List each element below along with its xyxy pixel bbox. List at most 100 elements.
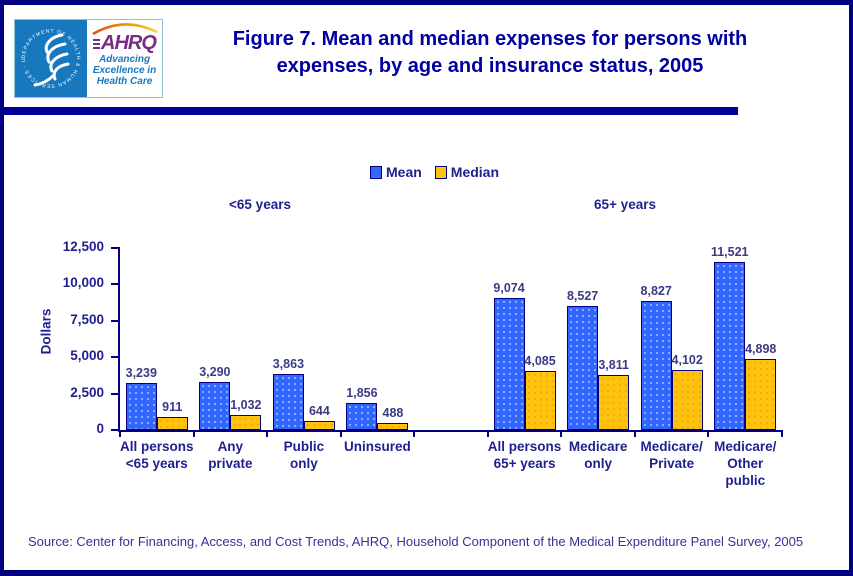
value-label-median-4: 4,085 xyxy=(524,354,556,368)
value-label-mean-4: 9,074 xyxy=(493,281,525,295)
x-category-label-7: public xyxy=(725,473,766,488)
bar-median-3 xyxy=(377,423,409,430)
y-tick-mark xyxy=(111,429,120,431)
value-label-mean-3: 1,856 xyxy=(346,386,378,400)
y-tick-label: 5,000 xyxy=(70,348,104,364)
value-label-mean-2: 3,863 xyxy=(272,357,305,371)
header-divider xyxy=(4,107,738,115)
legend-median-label: Median xyxy=(450,164,500,180)
figure-title: Figure 7. Mean and median expenses for p… xyxy=(160,26,820,80)
ahrq-speedlines-icon xyxy=(93,39,101,49)
value-label-mean-0: 3,239 xyxy=(125,366,157,380)
legend-median-swatch-icon xyxy=(434,165,447,179)
x-tick-mark xyxy=(339,430,342,437)
bar-median-1 xyxy=(230,415,262,430)
ahrq-logotype: AHRQ Advancing Excellence in Health Care xyxy=(87,20,162,97)
x-category-label-5: Medicare xyxy=(568,439,628,454)
bar-mean-4 xyxy=(493,298,525,430)
tagline-line: Excellence in xyxy=(92,65,157,76)
bar-median-5 xyxy=(598,375,630,430)
value-label-mean-5: 8,527 xyxy=(566,289,599,303)
bar-mean-0 xyxy=(125,383,157,430)
y-tick-mark xyxy=(111,356,120,359)
x-category-label-0: <65 years xyxy=(125,456,188,471)
value-label-median-6: 4,102 xyxy=(671,353,703,367)
bar-median-2 xyxy=(303,421,335,430)
y-tick-label: 12,500 xyxy=(62,239,104,254)
x-category-label-6: Private xyxy=(649,456,695,471)
x-category-label-0: All persons xyxy=(120,439,194,454)
x-category-label-5: only xyxy=(584,456,612,471)
x-tick-mark xyxy=(413,430,416,437)
bar-mean-2 xyxy=(272,374,304,430)
tagline-line: Health Care xyxy=(96,76,153,87)
x-tick-mark xyxy=(781,430,783,437)
group-label-65-plus: 65+ years xyxy=(594,197,656,212)
x-tick-mark xyxy=(192,430,195,437)
source-note: Source: Center for Financing, Access, an… xyxy=(28,534,804,549)
y-tick-mark xyxy=(111,392,120,395)
y-tick-label: 0 xyxy=(96,421,104,436)
x-tick-mark xyxy=(560,430,563,437)
tagline-line: Advancing xyxy=(98,54,151,65)
value-label-median-0: 911 xyxy=(162,400,183,414)
value-label-median-7: 4,898 xyxy=(745,342,777,356)
value-label-median-2: 644 xyxy=(308,404,330,418)
legend-mean-swatch-icon xyxy=(370,165,382,179)
ahrq-logo: DEPARTMENT OF HEALTH & HUMAN SERVICES · … xyxy=(13,16,163,98)
bar-mean-6 xyxy=(640,301,672,430)
legend-item-median: Median xyxy=(434,164,500,180)
x-tick-mark xyxy=(633,430,636,437)
value-label-mean-7: 11,521 xyxy=(710,245,749,259)
x-category-label-1: Any xyxy=(217,439,244,454)
y-tick-label: 7,500 xyxy=(70,311,104,327)
value-label-median-3: 488 xyxy=(382,406,404,420)
ahrq-acronym-text: AHRQ xyxy=(101,32,157,54)
x-tick-mark xyxy=(486,430,489,437)
x-category-label-4: All persons xyxy=(487,439,562,454)
x-category-label-4: 65+ years xyxy=(493,456,556,471)
y-tick-label: 2,500 xyxy=(70,384,104,400)
group-label-under-65: <65 years xyxy=(229,197,291,212)
ahrq-tagline: Advancing Excellence in Health Care xyxy=(87,54,162,87)
x-tick-mark xyxy=(266,430,269,437)
x-category-label-7: Medicare/ xyxy=(714,439,777,454)
y-tick-mark xyxy=(111,283,120,286)
x-tick-mark xyxy=(119,430,121,437)
value-label-mean-6: 8,827 xyxy=(640,284,672,298)
y-axis-line xyxy=(118,248,120,432)
bar-median-6 xyxy=(671,370,703,430)
bar-median-0 xyxy=(156,417,188,430)
bar-median-4 xyxy=(524,371,556,430)
hhs-seal: DEPARTMENT OF HEALTH & HUMAN SERVICES · … xyxy=(13,16,87,97)
y-tick-mark xyxy=(111,319,120,322)
x-category-label-2: only xyxy=(289,456,318,471)
bar-mean-3 xyxy=(346,403,378,430)
figure-title-line-1: Figure 7. Mean and median expenses for p… xyxy=(232,28,748,50)
bar-mean-7 xyxy=(714,262,746,430)
bar-mean-1 xyxy=(199,382,231,430)
ahrq-arc-icon xyxy=(91,23,158,35)
legend-item-mean: Mean xyxy=(370,164,422,180)
y-tick-mark xyxy=(111,247,120,249)
bar-median-7 xyxy=(745,359,777,430)
y-tick-label: 10,000 xyxy=(62,275,104,291)
x-tick-mark xyxy=(707,430,710,437)
figure-title-line-2: expenses, by age and insurance status, 2… xyxy=(276,55,704,77)
ahrq-acronym: AHRQ xyxy=(87,33,162,53)
x-category-label-6: Medicare/ xyxy=(640,439,703,454)
x-category-label-2: Public xyxy=(283,439,325,454)
x-category-label-3: Uninsured xyxy=(344,439,411,454)
value-label-median-5: 3,811 xyxy=(598,358,629,372)
hhs-eagle-icon: DEPARTMENT OF HEALTH & HUMAN SERVICES · … xyxy=(13,16,87,97)
bar-mean-5 xyxy=(567,306,599,430)
value-label-mean-1: 3,290 xyxy=(199,365,231,379)
chart-legend: Mean Median xyxy=(370,164,499,180)
legend-mean-label: Mean xyxy=(386,164,422,180)
x-axis-line xyxy=(118,430,782,432)
x-category-label-7: Other xyxy=(727,456,764,471)
x-category-label-1: private xyxy=(208,456,253,471)
value-label-median-1: 1,032 xyxy=(230,398,262,412)
